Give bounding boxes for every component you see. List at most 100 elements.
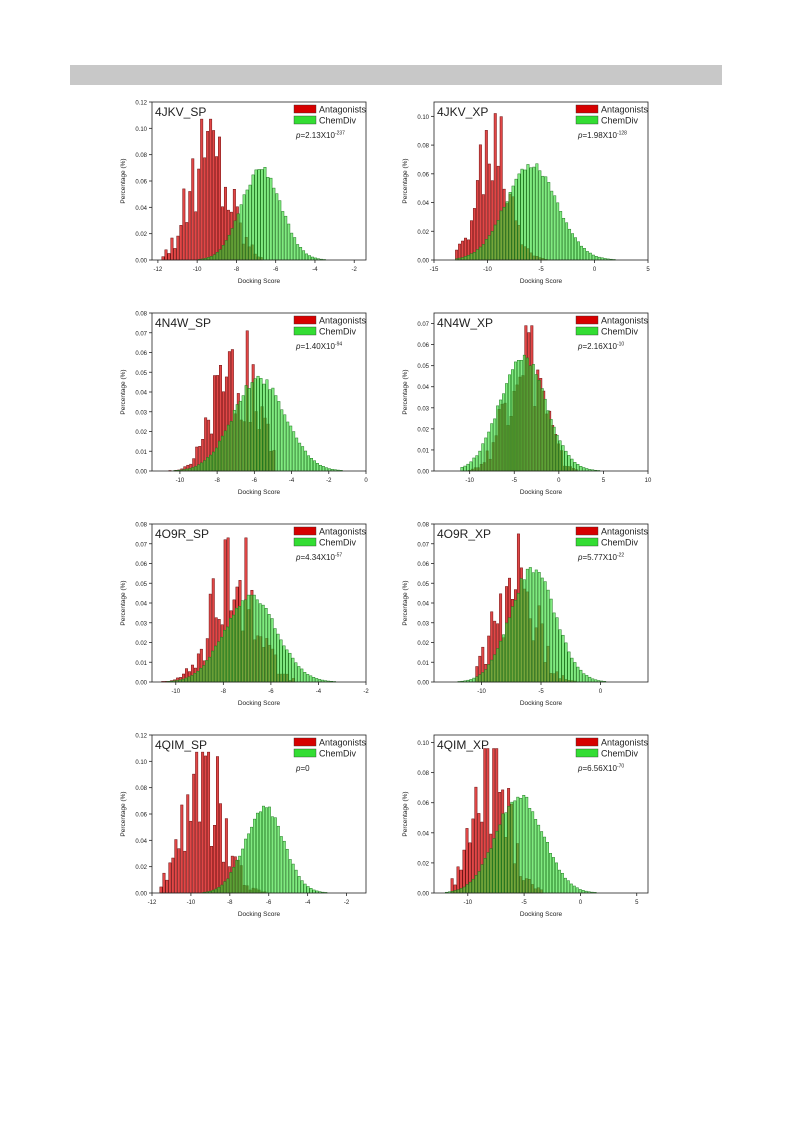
bar (555, 617, 559, 683)
bar (267, 806, 271, 894)
bar (267, 614, 271, 683)
x-tick-label: -6 (252, 478, 258, 484)
x-tick-label: -4 (316, 689, 322, 695)
bar (477, 871, 481, 894)
bar (462, 849, 466, 894)
y-axis-label: Percentage (%) (120, 158, 127, 203)
bar (490, 423, 494, 472)
bar (537, 572, 541, 683)
legend-label: ChemDiv (319, 116, 357, 126)
bar (315, 678, 319, 683)
bar (468, 881, 472, 894)
y-tick-label: 0.02 (417, 861, 429, 867)
bar (303, 672, 307, 683)
bar (290, 232, 294, 261)
bar (511, 185, 515, 261)
chart-panel-6: 0.00 0.01 0.02 0.03 0.04 0.05 0.06 0.07 0.08 -10 -… (392, 518, 652, 713)
bar (309, 675, 313, 683)
bar (253, 818, 257, 894)
y-tick-label: 0.00 (417, 259, 429, 265)
y-tick-label: 0.03 (135, 410, 147, 416)
legend-swatch (575, 326, 599, 336)
bar (188, 191, 192, 261)
bar (275, 193, 279, 261)
bar (571, 233, 575, 261)
bar (186, 794, 190, 894)
bar (489, 848, 493, 894)
bar (554, 862, 558, 894)
bar (531, 572, 535, 683)
bar (190, 675, 194, 683)
bar (311, 256, 314, 261)
bar (286, 421, 290, 472)
bar (487, 235, 491, 261)
legend-swatch (575, 537, 599, 547)
bar (198, 821, 202, 894)
y-tick-label: 0.03 (417, 621, 429, 627)
bar (526, 164, 530, 261)
legend-swatch (293, 326, 317, 336)
bar (201, 751, 205, 894)
x-axis-label: Docking Score (238, 911, 281, 918)
bar (200, 462, 204, 472)
bar (585, 675, 589, 683)
y-tick-label: 0.04 (135, 602, 147, 608)
legend-label: ChemDiv (319, 538, 357, 548)
chart-title: 4QIM_SP (155, 738, 207, 752)
bar (576, 464, 580, 472)
bar (205, 660, 209, 683)
bar (250, 826, 254, 894)
bar (170, 237, 174, 261)
bar (309, 888, 313, 894)
bar (487, 431, 491, 472)
bar (223, 629, 227, 683)
bar (483, 858, 487, 894)
p-value-label: p=2.16X10-10 (577, 342, 624, 352)
bar (282, 645, 286, 683)
bar (277, 401, 281, 472)
series-chemdiv (198, 167, 326, 261)
bar (261, 604, 265, 683)
y-tick-label: 0.04 (135, 839, 147, 845)
bar (249, 594, 253, 683)
bar (206, 131, 210, 261)
bar (220, 884, 224, 894)
bar (490, 231, 494, 261)
bar (505, 201, 509, 261)
bar (305, 253, 309, 261)
y-axis-label: Percentage (%) (120, 369, 127, 414)
x-tick-label: 0 (364, 478, 368, 484)
x-tick-label: -2 (344, 900, 350, 906)
bar (279, 836, 283, 894)
x-axis-label: Docking Score (520, 489, 563, 496)
x-tick-label: -8 (227, 900, 233, 906)
p-value-label: p=0 (295, 764, 310, 773)
legend-swatch (293, 526, 317, 536)
bar (270, 618, 274, 683)
bar (191, 158, 195, 261)
bar (505, 383, 509, 472)
chart-title: 4N4W_XP (437, 316, 493, 330)
bar (582, 673, 586, 683)
chart-panel-1: 0.00 0.02 0.04 0.06 0.08 0.10 0.12 -12 -10 -8 -6 -4… (110, 96, 370, 291)
bar (529, 167, 533, 261)
bar (499, 210, 503, 261)
bar (288, 859, 292, 894)
bar (558, 440, 562, 472)
x-tick-label: -10 (477, 689, 486, 695)
bar (514, 178, 518, 261)
bar (232, 614, 235, 683)
bar (274, 395, 278, 472)
legend-swatch (575, 748, 599, 758)
bar (246, 594, 250, 683)
bar (564, 450, 568, 472)
bar (579, 466, 583, 472)
legend-swatch (575, 115, 599, 125)
bar (195, 751, 199, 894)
bar (466, 463, 470, 472)
y-tick-label: 0.05 (135, 582, 147, 588)
x-tick-label: -4 (289, 478, 295, 484)
bar (465, 884, 469, 894)
y-tick-label: 0.08 (135, 786, 147, 792)
